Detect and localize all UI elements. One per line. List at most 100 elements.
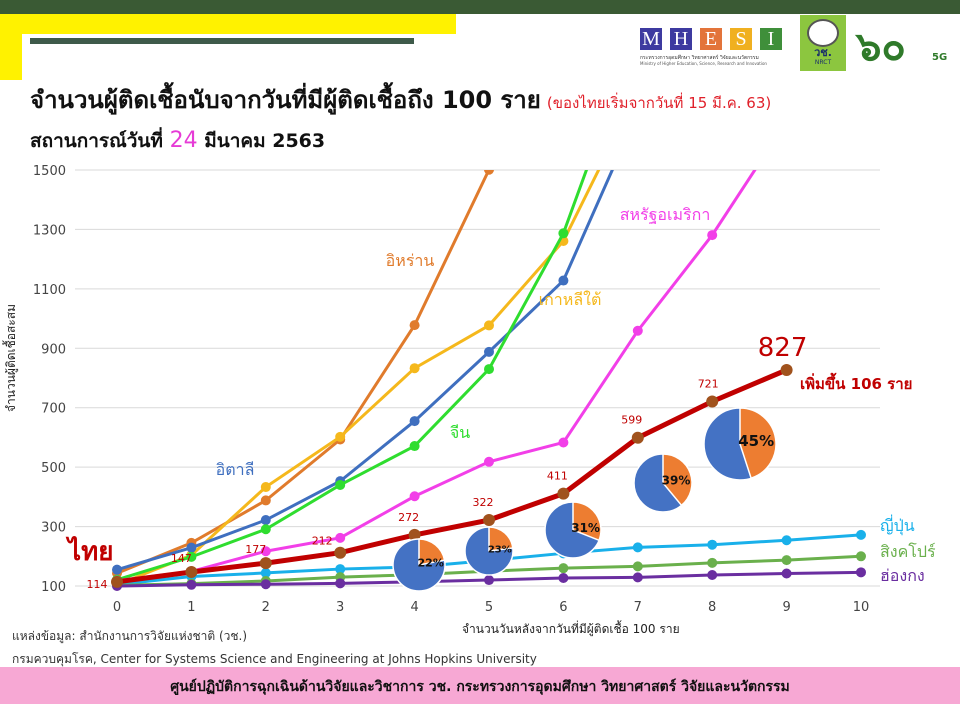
x-tick-label: 5: [485, 600, 493, 615]
data-point: [782, 117, 792, 127]
data-point: [260, 524, 271, 535]
data-point: [484, 346, 494, 357]
nrct-logo: วช. NRCT: [800, 15, 846, 71]
pie-slice-share: [662, 453, 693, 507]
yellow-accent: [0, 14, 456, 34]
nrct-en: NRCT: [814, 59, 832, 66]
data-label: 212: [312, 535, 333, 548]
x-axis-title: จำนวนวันหลังจากวันที่มีผู้ติดเชื้อ 100 ร…: [462, 622, 680, 636]
series-label: ไทย: [65, 535, 113, 567]
data-point: [260, 546, 271, 557]
x-tick-label: 0: [113, 600, 121, 615]
data-point: [707, 539, 718, 550]
data-point: [186, 579, 197, 590]
data-point: [409, 491, 420, 502]
series-label: ฮ่องกง: [880, 566, 925, 585]
data-label: 827: [758, 333, 808, 363]
data-label: 272: [398, 511, 419, 524]
series-label: สิงคโปร์: [880, 542, 936, 561]
series-label: สหรัฐอเมริกา: [620, 205, 711, 224]
data-point: [707, 557, 718, 568]
x-tick-label: 6: [559, 600, 567, 615]
series-label: อิตาลี: [216, 460, 255, 479]
title-text: จำนวนผู้ติดเชื้อนับจากวันที่มีผู้ติดเชื้…: [30, 86, 541, 114]
nrct-label: วช.: [814, 46, 832, 59]
data-point: [856, 551, 866, 562]
series-line-2: [116, 170, 614, 572]
data-label: 177: [245, 543, 266, 556]
data-point: [633, 107, 643, 117]
x-tick-label: 10: [853, 600, 870, 615]
data-point: [409, 416, 420, 427]
y-tick-label: 1300: [33, 223, 66, 238]
data-point: [856, 567, 866, 578]
top-bar: [0, 0, 960, 14]
pie-slice-share: [488, 526, 514, 552]
data-label: 599: [621, 414, 642, 427]
data-point: [408, 528, 421, 541]
data-point: [781, 555, 792, 566]
data-point: [781, 535, 792, 546]
series-line-3: [116, 170, 589, 582]
data-point: [185, 566, 198, 579]
data-point: [632, 561, 643, 572]
data-point: [335, 564, 346, 575]
data-point: [632, 542, 643, 553]
y-tick-label: 500: [41, 461, 66, 476]
x-tick-label: 7: [634, 600, 642, 615]
pie-label: 39%: [662, 474, 691, 488]
data-point: [558, 228, 569, 239]
y-tick-label: 900: [41, 342, 66, 357]
logo-letter-h: H: [670, 28, 692, 50]
data-point: [781, 568, 792, 579]
logo-caption-en: Ministry of Higher Education, Science, R…: [640, 61, 767, 66]
footer-text: ศูนย์ปฏิบัติการฉุกเฉินด้านวิจัยและวิชากา…: [170, 679, 790, 695]
pie-slice-share: [418, 538, 446, 566]
data-point: [334, 546, 347, 559]
data-point: [335, 479, 346, 490]
pie-label: 23%: [488, 544, 512, 555]
series-label: เกาหลีใต้: [539, 290, 602, 309]
5g-label: 5G: [932, 52, 948, 63]
data-point: [633, 86, 643, 96]
data-point: [260, 482, 271, 493]
x-tick-label: 4: [410, 600, 418, 615]
data-label: 322: [473, 496, 494, 509]
pie-label: 22%: [418, 557, 444, 570]
x-tick-label: 3: [336, 600, 344, 615]
data-point: [260, 515, 271, 526]
data-point: [558, 563, 569, 574]
data-point: [558, 572, 569, 583]
title-note: (ของไทยเริ่มจากวันที่ 15 มี.ค. 63): [546, 94, 772, 112]
data-label: 411: [547, 470, 568, 483]
data-point: [706, 395, 719, 408]
pie-label: 31%: [571, 521, 600, 535]
subtitle-day: 24: [169, 128, 198, 153]
data-point: [409, 320, 420, 331]
data-point: [260, 579, 271, 590]
series-line-4: [116, 170, 757, 583]
series-label: จีน: [450, 423, 470, 442]
data-point: [186, 542, 197, 553]
data-point: [484, 170, 494, 175]
data-point: [707, 570, 718, 581]
footer-bar: [0, 667, 960, 704]
data-point: [484, 575, 494, 586]
data-point: [558, 275, 569, 286]
data-point: [780, 363, 793, 376]
data-point: [260, 567, 271, 578]
data-point: [335, 578, 346, 589]
series-line-8: [116, 367, 788, 585]
data-point: [409, 363, 420, 374]
logo-letter-m: M: [640, 28, 662, 50]
subtitle-suffix: มีนาคม 2563: [204, 130, 326, 152]
data-point: [484, 456, 494, 467]
annotation-increase: เพิ่มขึ้น 106 ราย: [800, 372, 912, 393]
logo-caption: กระทรวงการอุดมศึกษา วิทยาศาสตร์ วิจัยและ…: [640, 55, 759, 61]
data-label: 721: [698, 377, 719, 390]
series-label: อิหร่าน: [386, 251, 435, 270]
source-line-2: กรมควบคุมโรค, Center for Systems Science…: [12, 652, 537, 666]
data-point: [484, 364, 494, 375]
